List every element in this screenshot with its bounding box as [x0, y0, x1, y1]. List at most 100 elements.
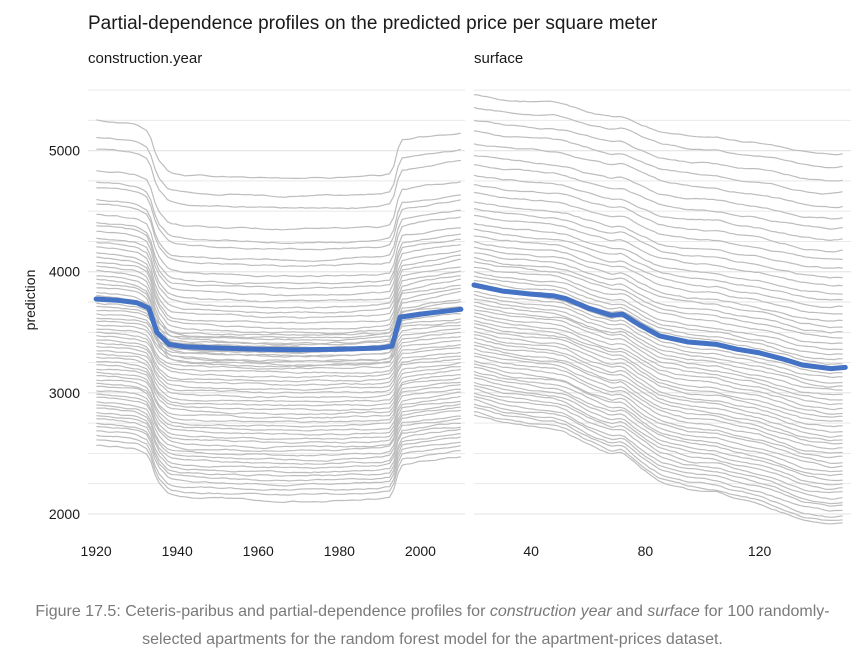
y-axis-label: prediction: [22, 270, 38, 331]
cp-profile-line: [473, 392, 843, 500]
cp-profile-line: [96, 335, 461, 379]
cp-profile-line: [473, 275, 843, 356]
cp-profile-line: [473, 370, 843, 473]
cp-profile-line: [96, 136, 461, 198]
cp-profile-line: [473, 271, 843, 351]
x-tick-label: 120: [748, 543, 772, 559]
cp-profile-line: [473, 341, 843, 438]
cp-profile-line: [473, 304, 843, 391]
cp-profile-line: [96, 425, 461, 482]
cp-profile-line: [473, 94, 843, 156]
cp-profile-line: [473, 377, 843, 482]
cp-profile-line: [96, 439, 461, 496]
cp-profile-line: [96, 256, 461, 324]
cp-profile-line: [96, 328, 461, 370]
cp-profile-line: [473, 384, 843, 491]
cp-profile-line: [96, 396, 461, 450]
cp-profile-line: [96, 230, 461, 297]
panel-label: construction.year: [88, 50, 202, 67]
y-tick-label: 5000: [49, 143, 80, 159]
cp-profile-line: [96, 407, 461, 462]
cp-profile-line: [473, 320, 843, 411]
panel-construction-year: construction.year 1920 1940 1960 1980 2000: [81, 50, 465, 559]
cp-profile-line: [473, 414, 843, 525]
y-tick-label: 3000: [49, 385, 80, 401]
cp-profile-line: [473, 191, 843, 261]
cp-profile-line: [96, 181, 461, 244]
cp-profile-line: [473, 252, 843, 329]
cp-profile-line: [96, 275, 461, 345]
cp-profile-line: [473, 330, 843, 422]
x-tick-label: 1960: [243, 543, 274, 559]
cp-profile-line: [96, 246, 461, 314]
cp-profile-line: [96, 418, 461, 474]
x-tick-label: 2000: [405, 543, 436, 559]
caption-suffix: for 100 randomly-selected apartments for…: [142, 603, 830, 648]
cp-profile-line: [96, 187, 461, 251]
cp-profile-line: [473, 228, 843, 301]
caption-em-surface: surface: [647, 603, 700, 620]
cp-profile-line: [96, 320, 461, 363]
cp-profile-line: [473, 143, 843, 209]
cp-profile-line: [473, 406, 843, 518]
cp-profile-line: [96, 393, 461, 444]
cp-profile-line: [96, 262, 461, 330]
cp-profile-line: [473, 395, 843, 505]
cp-profile-line: [473, 360, 843, 459]
cp-profile-line: [96, 404, 461, 457]
cp-profile-line: [96, 198, 461, 262]
cp-profile-line: [473, 388, 843, 494]
caption-mid: and: [611, 603, 648, 620]
cp-profile-line: [96, 252, 461, 319]
chart-title: Partial-dependence profiles on the predi…: [88, 13, 658, 34]
cp-profile-line: [473, 261, 843, 339]
cp-profile-line: [473, 107, 843, 169]
cp-profile-line: [96, 269, 461, 339]
cp-profile-line: [96, 411, 461, 465]
cp-profile-line: [473, 403, 843, 512]
x-tick-label: 40: [523, 543, 539, 559]
cp-profile-line: [473, 174, 843, 242]
panel-surface: surface 40 80 120: [471, 50, 851, 559]
cp-profile-line: [473, 334, 843, 428]
cp-profile-line: [473, 348, 843, 445]
cp-profile-line: [96, 379, 461, 428]
cp-profile-line: [473, 183, 843, 253]
cp-profile-line: [473, 301, 843, 388]
figure-caption: Figure 17.5: Ceteris-paribus and partial…: [20, 598, 845, 654]
cp-profile-line: [96, 278, 461, 349]
cp-profile-line: [473, 290, 843, 375]
cp-profile-line: [473, 119, 843, 182]
cp-profile-line: [96, 331, 461, 374]
cp-profile-line: [96, 368, 461, 416]
cp-profile-line: [473, 352, 843, 450]
cp-profile-line: [96, 422, 461, 477]
cp-profile-line: [473, 154, 843, 220]
cp-profile-line: [96, 221, 461, 285]
cp-profile-line: [96, 356, 461, 403]
y-axis-ticks: 2000 3000 4000 5000: [49, 143, 80, 522]
cp-profile-line: [96, 213, 461, 278]
x-tick-label: 1920: [81, 543, 112, 559]
cp-profile-line: [96, 225, 461, 290]
panel-label: surface: [474, 50, 523, 67]
cp-profile-line: [473, 309, 843, 396]
cp-profile-line: [96, 385, 461, 436]
cp-profile-line: [96, 444, 461, 504]
cp-profile-line: [96, 345, 461, 391]
cp-profile-line: [96, 434, 461, 491]
cp-profile-line: [473, 241, 843, 315]
y-tick-label: 2000: [49, 506, 80, 522]
cp-profile-line: [473, 279, 843, 361]
y-tick-label: 4000: [49, 264, 80, 280]
cp-profile-line: [473, 363, 843, 465]
cp-profile-line: [96, 401, 461, 453]
cp-profile-line: [96, 241, 461, 309]
cp-profile-line: [96, 339, 461, 383]
cp-profile-line: [473, 246, 843, 322]
pd-average-line: [471, 282, 848, 372]
cp-profile-line: [473, 312, 843, 401]
cp-profile-line: [96, 371, 461, 420]
cp-profile-line: [473, 398, 843, 507]
cp-profile-line: [473, 201, 843, 269]
